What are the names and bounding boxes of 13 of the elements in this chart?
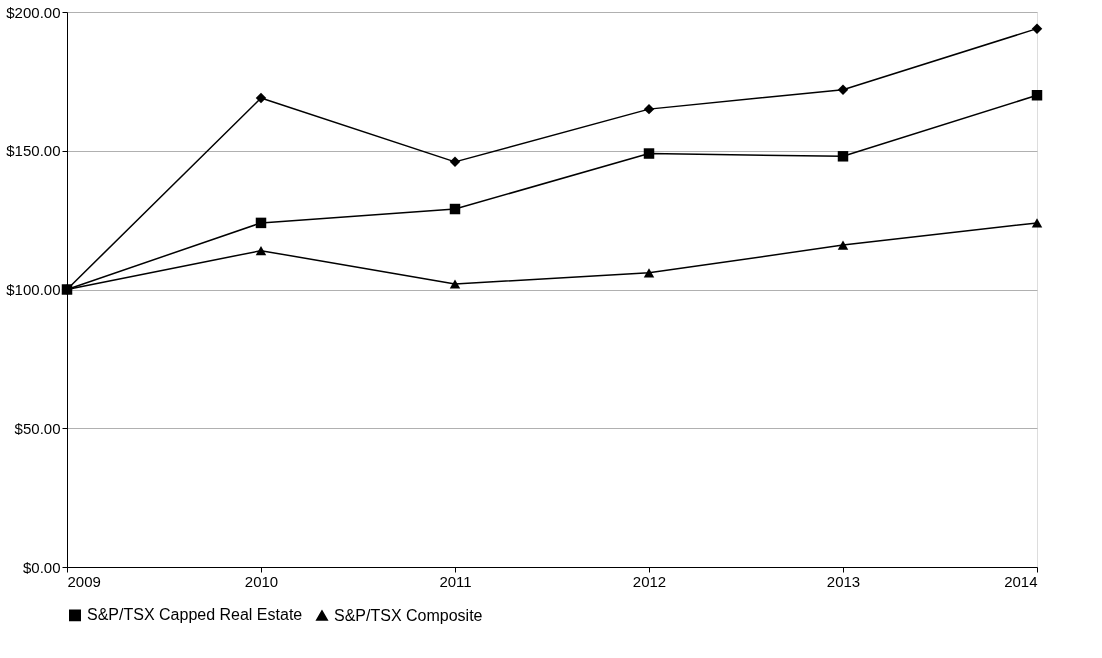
y-tick-label: $0.00 <box>22 558 61 576</box>
x-tick-label: 2010 <box>244 572 279 590</box>
y-tick-label: $50.00 <box>14 419 61 437</box>
legend-label: S&P/TSX Capped Real Estate <box>87 606 303 624</box>
x-tick-label: 2012 <box>632 572 667 590</box>
y-tick-label: $150.00 <box>6 142 61 160</box>
legend-label: S&P/TSX Composite <box>334 606 483 624</box>
y-tick-label: $100.00 <box>6 281 61 298</box>
x-tick-label: 2009 <box>67 572 101 590</box>
y-tick-label: $200.00 <box>6 3 61 21</box>
x-tick-label: 2011 <box>439 572 472 590</box>
x-tick-label: 2013 <box>826 572 861 590</box>
x-tick-label: 2014 <box>1004 572 1038 590</box>
